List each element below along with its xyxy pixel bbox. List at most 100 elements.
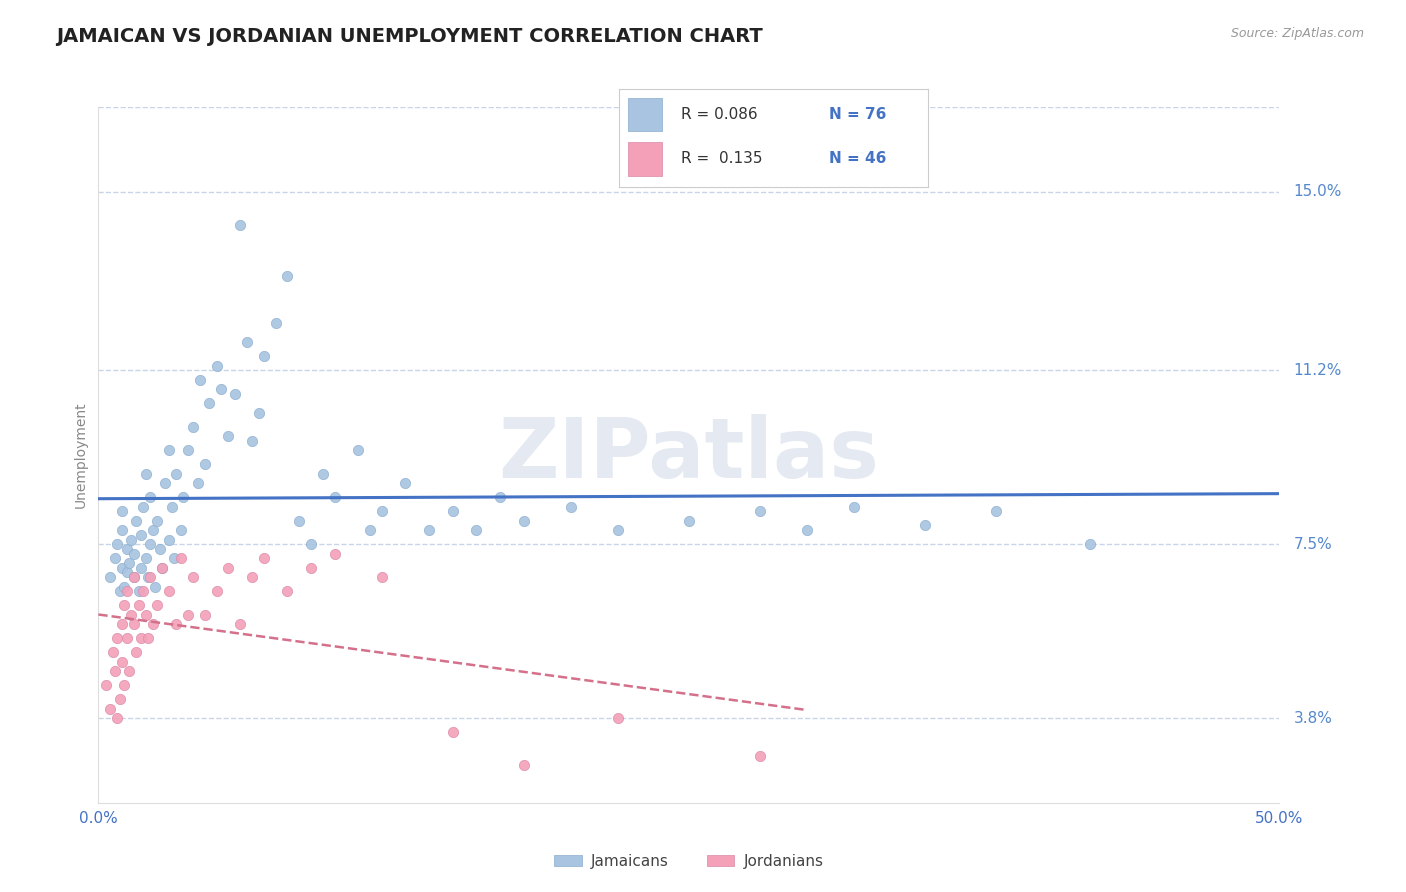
Point bbox=[122, 617, 145, 632]
Point bbox=[135, 467, 157, 481]
Point bbox=[104, 551, 127, 566]
Point bbox=[394, 476, 416, 491]
Point bbox=[170, 551, 193, 566]
Point bbox=[150, 560, 173, 574]
Point bbox=[108, 692, 131, 706]
Point bbox=[1080, 537, 1102, 551]
Point bbox=[121, 533, 143, 547]
Point bbox=[418, 523, 440, 537]
Point bbox=[844, 500, 866, 514]
Point bbox=[101, 645, 124, 659]
Point bbox=[104, 664, 127, 678]
Point bbox=[111, 655, 134, 669]
Point bbox=[163, 551, 186, 566]
Point bbox=[678, 514, 700, 528]
Text: N = 46: N = 46 bbox=[830, 152, 886, 167]
Text: R =  0.135: R = 0.135 bbox=[681, 152, 762, 167]
Point bbox=[240, 434, 263, 448]
Point bbox=[465, 523, 488, 537]
Text: N = 76: N = 76 bbox=[830, 107, 886, 122]
Point bbox=[181, 419, 204, 434]
Point bbox=[276, 269, 298, 284]
Point bbox=[115, 566, 138, 580]
Point bbox=[111, 504, 134, 518]
Point bbox=[135, 551, 157, 566]
Point bbox=[489, 490, 512, 504]
Text: JAMAICAN VS JORDANIAN UNEMPLOYMENT CORRELATION CHART: JAMAICAN VS JORDANIAN UNEMPLOYMENT CORRE… bbox=[56, 27, 763, 45]
Point bbox=[177, 607, 200, 622]
Text: 11.2%: 11.2% bbox=[1294, 363, 1341, 378]
Point bbox=[165, 467, 187, 481]
Point bbox=[111, 617, 134, 632]
Point bbox=[312, 467, 335, 481]
Point bbox=[142, 523, 165, 537]
Point bbox=[217, 560, 239, 574]
Point bbox=[108, 584, 131, 599]
Text: 15.0%: 15.0% bbox=[1294, 184, 1341, 199]
Point bbox=[128, 599, 150, 613]
Point bbox=[205, 584, 228, 599]
Point bbox=[323, 547, 346, 561]
Point bbox=[125, 645, 148, 659]
Point bbox=[347, 443, 370, 458]
Bar bbox=[628, 142, 662, 176]
Point bbox=[128, 584, 150, 599]
Point bbox=[217, 429, 239, 443]
Point bbox=[299, 560, 322, 574]
Point bbox=[371, 504, 394, 518]
Point bbox=[139, 490, 162, 504]
Point bbox=[105, 711, 128, 725]
Point bbox=[170, 523, 193, 537]
Point bbox=[136, 632, 159, 646]
Point bbox=[607, 711, 630, 725]
Point bbox=[247, 406, 270, 420]
Point bbox=[136, 570, 159, 584]
Point bbox=[181, 570, 204, 584]
Point bbox=[98, 702, 121, 716]
Point bbox=[139, 537, 162, 551]
Point bbox=[129, 528, 152, 542]
Point bbox=[198, 396, 221, 410]
Point bbox=[125, 514, 148, 528]
Point bbox=[111, 523, 134, 537]
Point bbox=[142, 617, 165, 632]
Y-axis label: Unemployment: Unemployment bbox=[73, 401, 87, 508]
Point bbox=[146, 514, 169, 528]
Point bbox=[748, 504, 770, 518]
Text: Source: ZipAtlas.com: Source: ZipAtlas.com bbox=[1230, 27, 1364, 40]
Point bbox=[122, 570, 145, 584]
Text: 3.8%: 3.8% bbox=[1294, 711, 1333, 726]
Point bbox=[157, 443, 180, 458]
Point bbox=[209, 382, 232, 396]
Point bbox=[359, 523, 381, 537]
Point bbox=[177, 443, 200, 458]
Point bbox=[607, 523, 630, 537]
Point bbox=[115, 541, 138, 556]
Point bbox=[129, 560, 152, 574]
Point bbox=[153, 476, 176, 491]
Point bbox=[748, 748, 770, 763]
Point bbox=[253, 551, 276, 566]
Point bbox=[253, 349, 276, 363]
Point bbox=[118, 556, 141, 570]
Point bbox=[299, 537, 322, 551]
Point bbox=[205, 359, 228, 373]
Point bbox=[94, 678, 117, 692]
Text: R = 0.086: R = 0.086 bbox=[681, 107, 756, 122]
Point bbox=[105, 632, 128, 646]
Point bbox=[139, 570, 162, 584]
Point bbox=[512, 514, 534, 528]
Point bbox=[240, 570, 263, 584]
Point bbox=[143, 580, 166, 594]
Point bbox=[121, 607, 143, 622]
Point bbox=[118, 664, 141, 678]
Point bbox=[288, 514, 311, 528]
Point bbox=[984, 504, 1007, 518]
Point bbox=[229, 218, 252, 232]
Point bbox=[172, 490, 194, 504]
Point bbox=[323, 490, 346, 504]
Point bbox=[194, 607, 217, 622]
Point bbox=[98, 570, 121, 584]
Point bbox=[165, 617, 187, 632]
Point bbox=[276, 584, 298, 599]
